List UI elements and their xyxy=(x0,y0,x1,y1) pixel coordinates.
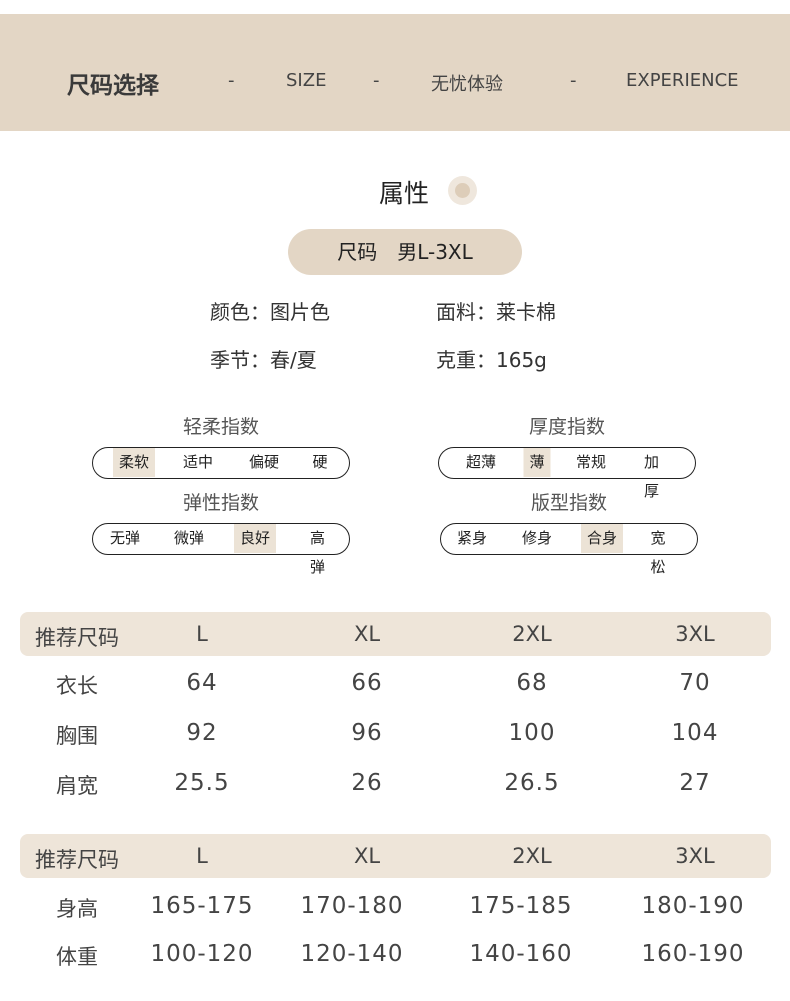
table2-header-cell: L xyxy=(196,844,208,868)
header-item-size: SIZE xyxy=(286,70,327,91)
attr-color: 颜色：图片色 xyxy=(210,300,330,324)
scale-option: 修身 xyxy=(521,529,553,547)
scale-option: 宽松 xyxy=(650,529,666,576)
scale-label-elasticity: 弹性指数 xyxy=(182,492,260,514)
table2-header xyxy=(20,834,771,878)
scale-fit: 紧身 修身 合身 宽松 xyxy=(440,523,698,576)
header-separator: - xyxy=(570,70,577,91)
table2-cell: 100-120 xyxy=(150,941,254,967)
scale-label-softness: 轻柔指数 xyxy=(182,416,260,438)
size-pill: 尺码 男L-3XL xyxy=(288,229,522,275)
table1-cell: 肩宽 xyxy=(56,774,98,798)
header-separator: - xyxy=(373,70,380,91)
header-title: 尺码选择 xyxy=(67,73,159,99)
scale-option: 柔软 xyxy=(112,448,156,477)
scale-option: 适中 xyxy=(182,453,214,471)
attr-season: 季节：春/夏 xyxy=(210,348,317,372)
scale-option: 硬 xyxy=(312,453,328,471)
header-item-experience: EXPERIENCE xyxy=(626,70,739,91)
table1-cell: 26 xyxy=(351,770,383,796)
scale-elasticity: 无弹 微弹 良好 高弹 xyxy=(92,523,350,576)
table1-cell: 64 xyxy=(186,670,218,696)
scale-option: 薄 xyxy=(523,448,551,477)
table2-cell: 160-190 xyxy=(641,941,745,967)
scale-option: 合身 xyxy=(580,524,624,553)
attr-fabric: 面料：莱卡棉 xyxy=(436,300,556,324)
table2-header-cell: 3XL xyxy=(675,844,715,868)
table1-cell: 104 xyxy=(671,720,719,746)
table1-header-cell: L xyxy=(196,622,208,646)
attr-weight: 克重：165g xyxy=(436,348,547,372)
scale-label-fit: 版型指数 xyxy=(530,492,608,514)
scale-option: 良好 xyxy=(233,524,277,553)
table2-header-cell: 推荐尺码 xyxy=(35,848,119,872)
table2-cell: 140-160 xyxy=(469,941,573,967)
table1-header xyxy=(20,612,771,656)
table2-cell: 体重 xyxy=(56,945,98,969)
table1-cell: 70 xyxy=(679,670,711,696)
table1-header-cell: 3XL xyxy=(675,622,715,646)
scale-option: 高弹 xyxy=(310,529,326,576)
table1-cell: 96 xyxy=(351,720,383,746)
attributes-title: 属性 xyxy=(379,179,430,208)
table2-cell: 身高 xyxy=(56,897,98,921)
scale-option: 无弹 xyxy=(109,529,141,547)
table2-cell: 180-190 xyxy=(641,893,745,919)
table1-cell: 92 xyxy=(186,720,218,746)
table2-cell: 170-180 xyxy=(300,893,404,919)
table2-cell: 165-175 xyxy=(150,893,254,919)
table1-header-cell: 2XL xyxy=(512,622,552,646)
table1-cell: 68 xyxy=(516,670,548,696)
scale-option: 微弹 xyxy=(173,529,205,547)
table1-header-cell: XL xyxy=(353,622,381,646)
table1-cell: 26.5 xyxy=(504,770,560,796)
header-banner xyxy=(0,14,790,131)
scale-option: 加厚 xyxy=(644,453,660,500)
table1-header-cell: 推荐尺码 xyxy=(35,626,119,650)
table1-cell: 66 xyxy=(351,670,383,696)
scale-option: 常规 xyxy=(575,453,607,471)
scale-softness: 柔软 适中 偏硬 硬 xyxy=(92,447,350,479)
table1-cell: 27 xyxy=(679,770,711,796)
scale-option: 紧身 xyxy=(456,529,488,547)
table1-cell: 衣长 xyxy=(56,674,98,698)
circle-icon xyxy=(448,176,477,205)
table1-cell: 100 xyxy=(508,720,556,746)
scale-option: 偏硬 xyxy=(248,453,280,471)
table1-cell: 胸围 xyxy=(56,724,98,748)
table2-header-cell: XL xyxy=(353,844,381,868)
scale-label-thickness: 厚度指数 xyxy=(528,416,606,438)
scale-thickness: 超薄 薄 常规 加厚 xyxy=(438,447,696,500)
table1-cell: 25.5 xyxy=(174,770,230,796)
header-separator: - xyxy=(228,70,235,91)
scale-option: 超薄 xyxy=(465,453,497,471)
header-item-experience-cn: 无忧体验 xyxy=(431,74,503,95)
table2-header-cell: 2XL xyxy=(512,844,552,868)
table2-cell: 175-185 xyxy=(469,893,573,919)
table2-cell: 120-140 xyxy=(300,941,404,967)
